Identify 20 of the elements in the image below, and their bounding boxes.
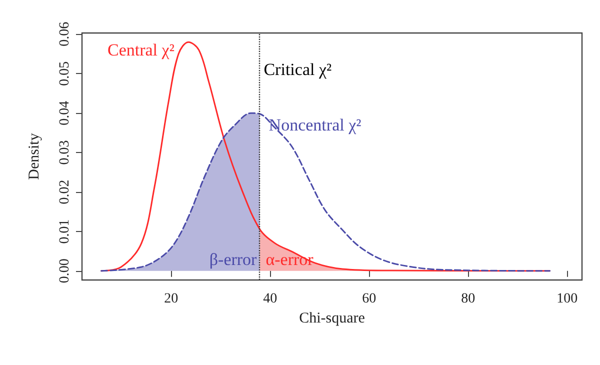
line-series bbox=[100, 112, 551, 272]
ref-line-label: Critical χ² bbox=[264, 60, 332, 79]
series-label: Central χ² bbox=[108, 40, 174, 60]
x-axis-title: Chi-square bbox=[299, 310, 366, 326]
y-tick-label: 0.06 bbox=[58, 22, 72, 46]
annotation: β-error bbox=[209, 250, 258, 269]
x-tick-label: 40 bbox=[263, 292, 278, 306]
y-tick-label: 0.05 bbox=[58, 61, 72, 86]
y-tick-label: 0.03 bbox=[58, 140, 72, 165]
series-label: Noncentral χ² bbox=[268, 116, 362, 135]
y-tick-label: 0.04 bbox=[58, 100, 72, 126]
annotation: α-error bbox=[266, 250, 314, 269]
x-tick-label: 20 bbox=[164, 292, 178, 306]
x-tick-label: 100 bbox=[556, 292, 578, 306]
y-tick-label: 0.01 bbox=[58, 219, 72, 244]
x-tick-label: 60 bbox=[362, 292, 376, 306]
y-tick-label: 0.00 bbox=[58, 258, 72, 284]
y-axis-title: Density bbox=[26, 132, 42, 180]
x-tick-label: 80 bbox=[461, 292, 476, 306]
y-tick-label: 0.02 bbox=[58, 180, 72, 204]
